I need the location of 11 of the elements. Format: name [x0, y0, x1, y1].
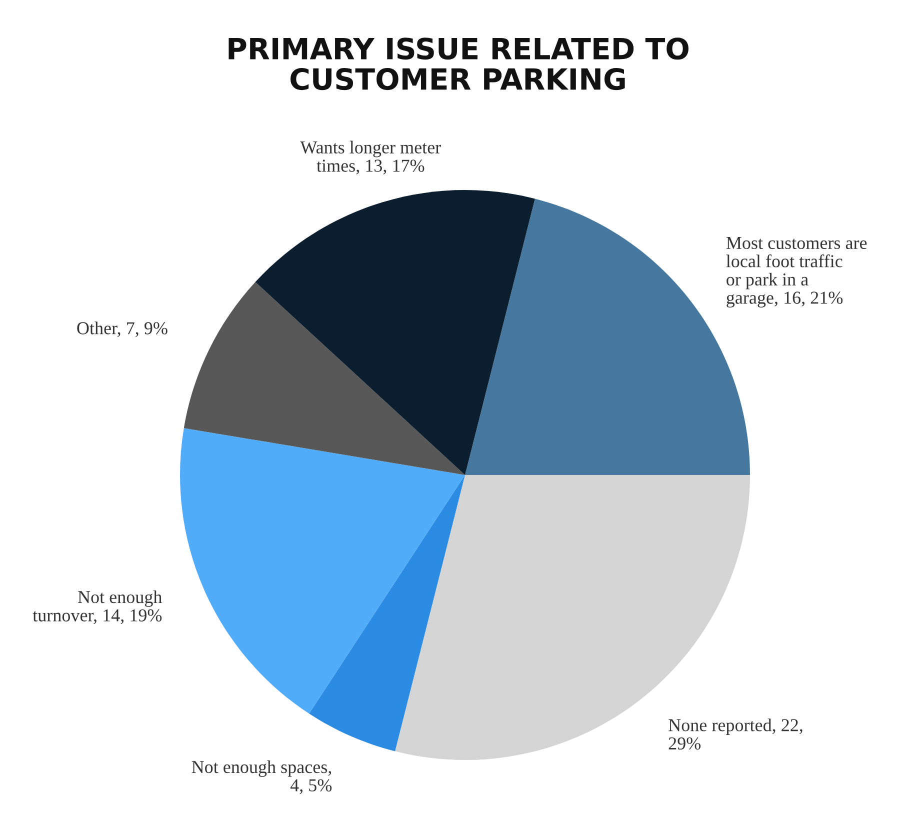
- slice-label: Wants longer meter times, 13, 17%: [300, 140, 441, 174]
- pie-slice: [255, 190, 535, 475]
- slice-label: Most customers are local foot traffic or park in a garage, 16, 21%: [726, 237, 867, 308]
- slice-label: Not enough spaces, 4, 5%: [192, 760, 332, 794]
- slice-label: Other, 7, 9%: [77, 322, 168, 337]
- slice-label: None reported, 22, 29%: [668, 718, 802, 750]
- pie-slice: [180, 428, 465, 714]
- pie-slice: [309, 475, 465, 752]
- chart-title: PRIMARY ISSUE RELATED TO CUSTOMER PARKING: [228, 38, 688, 90]
- pie-slice: [184, 282, 465, 475]
- slice-label: Not enough turnover, 14, 19%: [32, 590, 162, 624]
